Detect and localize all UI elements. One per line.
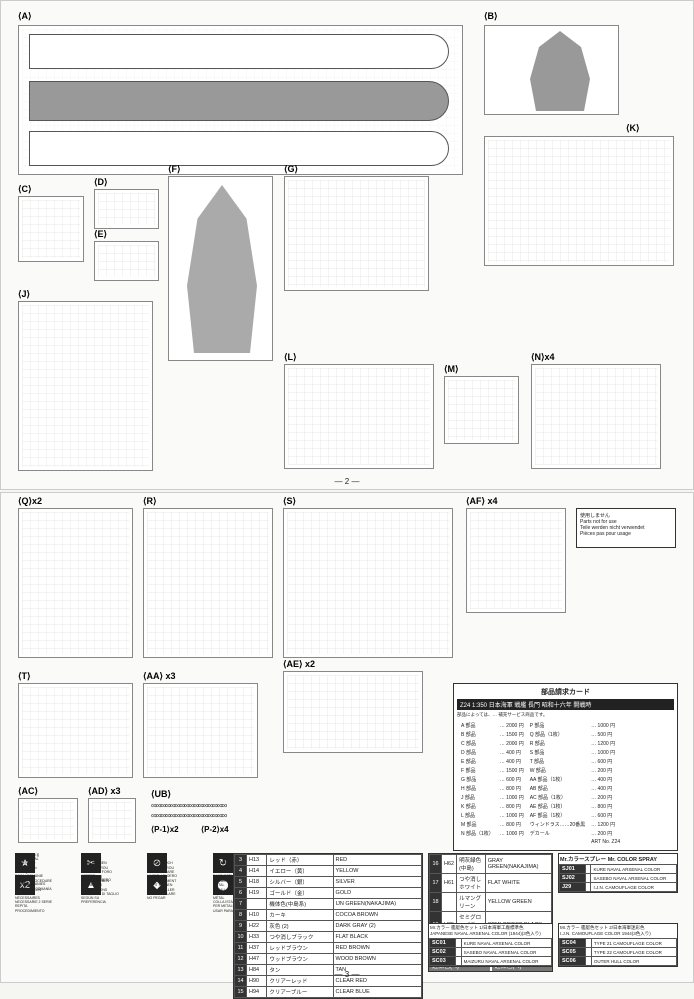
label-a: ⟨A⟩ <box>18 11 32 22</box>
label-k: ⟨K⟩ <box>626 123 640 134</box>
label-af: ⟨AF⟩ x4 <box>466 496 498 507</box>
sprue-pattern <box>147 512 269 654</box>
sprue-m <box>444 376 519 444</box>
notuse-line: 使用しません <box>580 512 672 519</box>
sprue-pattern <box>92 802 132 839</box>
sprue-l <box>284 364 434 469</box>
hull-side-lower <box>29 131 449 166</box>
label-p2: ⟨P-2⟩x4 <box>201 825 229 834</box>
sprue-pattern <box>98 193 155 225</box>
instruction-page-2: ⟨A⟩ ⟨B⟩ ⟨C⟩ ⟨D⟩ ⟨E⟩ ⟨F⟩ ⟨G⟩ ⟨K⟩ ⟨J⟩ ⟨L⟩ … <box>0 0 694 490</box>
spray-title: Mr.カラースプレー Mr. COLOR SPRAY <box>559 854 677 864</box>
parts-table: A 部品… 2000 円P 部品… 1000 円B 部品… 1500 円Q 部品… <box>457 720 624 847</box>
chain-glyph: ∞∞∞∞∞∞∞∞∞∞∞∞∞∞∞∞ <box>151 811 226 820</box>
sprue-ad <box>88 798 136 843</box>
sprue-af <box>466 508 566 613</box>
label-ae: ⟨AE⟩ x2 <box>283 659 315 670</box>
legend-notes: 接着しないDO NOT CEMENTNICHT KLEBENNE PAS COL… <box>147 875 187 900</box>
label-ub: ⟨UB⟩ <box>151 789 171 800</box>
sprue-pattern <box>488 140 670 262</box>
sprue-t <box>18 683 133 778</box>
sprue-ac <box>18 798 78 843</box>
sprue-c <box>18 196 84 262</box>
deck-bow <box>530 31 590 111</box>
label-b: ⟨B⟩ <box>484 11 498 22</box>
sprue-pattern <box>98 245 155 277</box>
label-t: ⟨T⟩ <box>18 671 31 682</box>
legend-item: ⊘穴をあけるPILE HOLEBOHREN LOCHFAIRE UN TROUF… <box>147 853 211 873</box>
page-number-3: — 3 — <box>335 970 360 979</box>
legend-item: ✂カットするOPEN HOLELOCH BOHRENFAIRE UN TROUP… <box>81 853 145 873</box>
label-e: ⟨E⟩ <box>94 229 107 240</box>
legend-notes: ハサミを使用NACH BELIEBENSCHNEIDENINSTRUCTIONS… <box>81 875 121 904</box>
sprue-r <box>143 508 273 658</box>
sc-set-title-r: Mr.カラー 艦艇色セット 2/日本海軍迷彩色 I.J.N. CAMOUFLAG… <box>559 924 677 938</box>
parts-card-note: 部品によっては、… 補充サービス商品です。 <box>457 712 674 718</box>
sprue-pattern <box>147 687 254 774</box>
sprue-pattern <box>535 368 657 465</box>
sprue-s <box>283 508 453 658</box>
spray-table: Mr.カラースプレー Mr. COLOR SPRAY SJ01KURE NAVA… <box>558 853 678 893</box>
main-deck <box>187 185 257 353</box>
legend-item: ▲ハサミを使用NACH BELIEBENSCHNEIDENINSTRUCTION… <box>81 875 145 895</box>
legend-item: ★デカールをはるAPPLY DECALABZIEHBILD AUFTRAGENA… <box>15 853 79 873</box>
label-ac: ⟨AC⟩ <box>18 786 38 797</box>
chain-glyph: ∞∞∞∞∞∞∞∞∞∞∞∞∞∞∞∞ <box>151 801 226 810</box>
sprue-pattern <box>22 305 149 467</box>
sc-set-title-l: Mr.カラー 艦艇色セット 1/日本海軍工廠標準色 JAPANESE NAVAL… <box>429 924 552 938</box>
sprue-b <box>484 25 619 115</box>
sprue-pattern <box>22 802 74 839</box>
sprue-pattern <box>448 380 515 440</box>
sprue-pattern <box>287 675 419 749</box>
sprue-j <box>18 301 153 471</box>
label-d: ⟨D⟩ <box>94 177 108 188</box>
sc-set-left: Mr.カラー 艦艇色セット 1/日本海軍工廠標準色 JAPANESE NAVAL… <box>428 923 553 967</box>
notuse-line: Pièces pas pour usage <box>580 531 672 537</box>
sprue-pattern <box>470 512 562 609</box>
label-g: ⟨G⟩ <box>284 164 298 175</box>
label-ad: ⟨AD⟩ x3 <box>88 786 121 797</box>
instruction-page-3: ⟨Q⟩x2 ⟨R⟩ ⟨S⟩ ⟨AF⟩ x4 使用しません Parts not f… <box>0 492 694 983</box>
page-number-2: — 2 — <box>335 477 360 486</box>
sprue-pattern <box>287 512 449 654</box>
label-c: ⟨C⟩ <box>18 184 32 195</box>
sprue-pattern <box>22 200 80 258</box>
label-s: ⟨S⟩ <box>283 496 296 507</box>
label-j: ⟨J⟩ <box>18 289 30 300</box>
sprue-n <box>531 364 661 469</box>
sprue-f <box>168 176 273 361</box>
sprue-pattern <box>22 687 129 774</box>
not-for-use-box: 使用しません Parts not for use Teile werden ni… <box>576 508 676 548</box>
z24-header: Z24 1:350 日本海軍 戦艦 長門 昭和十六年 開戦時 <box>457 699 674 710</box>
sprue-d <box>94 189 159 229</box>
label-m: ⟨M⟩ <box>444 364 459 375</box>
legend-item: ◆接着しないDO NOT CEMENTNICHT KLEBENNE PAS CO… <box>147 875 211 895</box>
hull-side-mid <box>29 81 449 121</box>
sprue-k <box>484 136 674 266</box>
sprue-q <box>18 508 133 658</box>
label-aa: ⟨AA⟩ x3 <box>143 671 176 682</box>
sprue-pattern <box>22 512 129 654</box>
hull-side-upper <box>29 34 449 69</box>
sprue-aa <box>143 683 258 778</box>
sprue-g <box>284 176 429 291</box>
color-table-left: 3H13レッド（赤）RED4H14イエロー（黄）YELLOW5H18シルバー（銀… <box>233 853 423 999</box>
label-q: ⟨Q⟩x2 <box>18 496 42 507</box>
sprue-pattern <box>288 368 430 465</box>
parts-card-title: 部品請求カード <box>457 687 674 697</box>
legend-item: x22個ありますREPEAT PROCEDUREVORGANG WIEDERHO… <box>15 875 79 895</box>
legend-notes: 2個ありますREPEAT PROCEDUREVORGANG WIEDERHOLE… <box>15 875 55 913</box>
sprue-pattern <box>288 180 425 287</box>
sprue-e <box>94 241 159 281</box>
label-n: ⟨N⟩x4 <box>531 352 555 363</box>
sprue-a <box>18 25 463 175</box>
label-p1: ⟨P-1⟩x2 <box>151 825 179 834</box>
sprue-ae <box>283 671 423 753</box>
label-l: ⟨L⟩ <box>284 352 297 363</box>
parts-card: 部品請求カード Z24 1:350 日本海軍 戦艦 長門 昭和十六年 開戦時 部… <box>453 683 678 851</box>
sc-set-right: Mr.カラー 艦艇色セット 2/日本海軍迷彩色 I.J.N. CAMOUFLAG… <box>558 923 678 967</box>
label-f: ⟨F⟩ <box>168 164 181 175</box>
label-r: ⟨R⟩ <box>143 496 157 507</box>
